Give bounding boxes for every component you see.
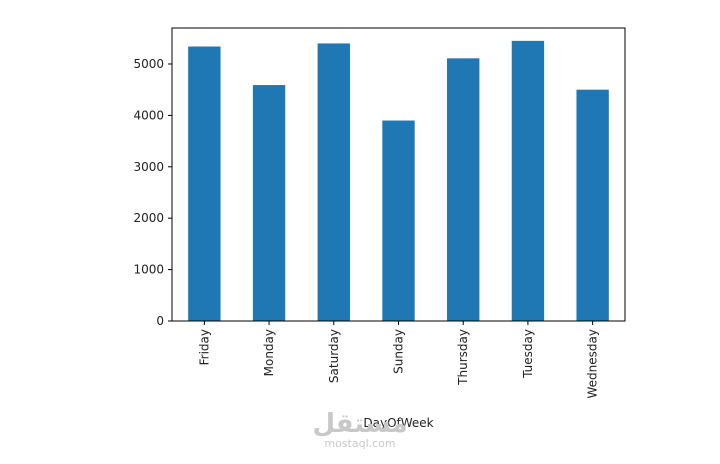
x-tick-label: Sunday bbox=[392, 329, 406, 374]
bar-friday bbox=[188, 46, 221, 322]
watermark-logo: مستقل bbox=[312, 409, 408, 439]
x-axis: Friday Monday Saturday Sunday Thursday Tuesda… bbox=[197, 321, 600, 398]
bar-monday bbox=[252, 85, 286, 321]
x-tick-label: Friday bbox=[197, 329, 211, 365]
bar-tuesday bbox=[511, 40, 545, 321]
y-tick-label: 5000 bbox=[133, 57, 164, 71]
x-tick-label: Wednesday bbox=[586, 329, 600, 398]
y-axis: 0 1000 2000 3000 4000 5000 bbox=[133, 57, 172, 328]
bar-sunday bbox=[382, 120, 415, 322]
watermark-url: mostaql.com bbox=[324, 437, 396, 450]
x-tick-label: Tuesday bbox=[521, 329, 535, 379]
x-axis-label: DayOfWeek bbox=[363, 416, 433, 430]
x-tick-label: Thursday bbox=[456, 329, 470, 386]
y-tick-label: 1000 bbox=[133, 263, 164, 277]
y-tick-label: 2000 bbox=[133, 211, 164, 225]
bars-group bbox=[188, 40, 609, 322]
plot-frame bbox=[171, 27, 626, 322]
x-tick-label: Saturday bbox=[327, 329, 341, 383]
x-tick-label: Monday bbox=[262, 329, 276, 376]
watermark: مستقل mostaql.com bbox=[300, 410, 420, 450]
bar-saturday bbox=[317, 43, 350, 321]
bar-wednesday bbox=[576, 89, 609, 322]
y-tick-label: 4000 bbox=[133, 108, 164, 122]
y-tick-label: 0 bbox=[156, 314, 164, 328]
bar-thursday bbox=[447, 58, 480, 322]
y-tick-label: 3000 bbox=[133, 160, 164, 174]
